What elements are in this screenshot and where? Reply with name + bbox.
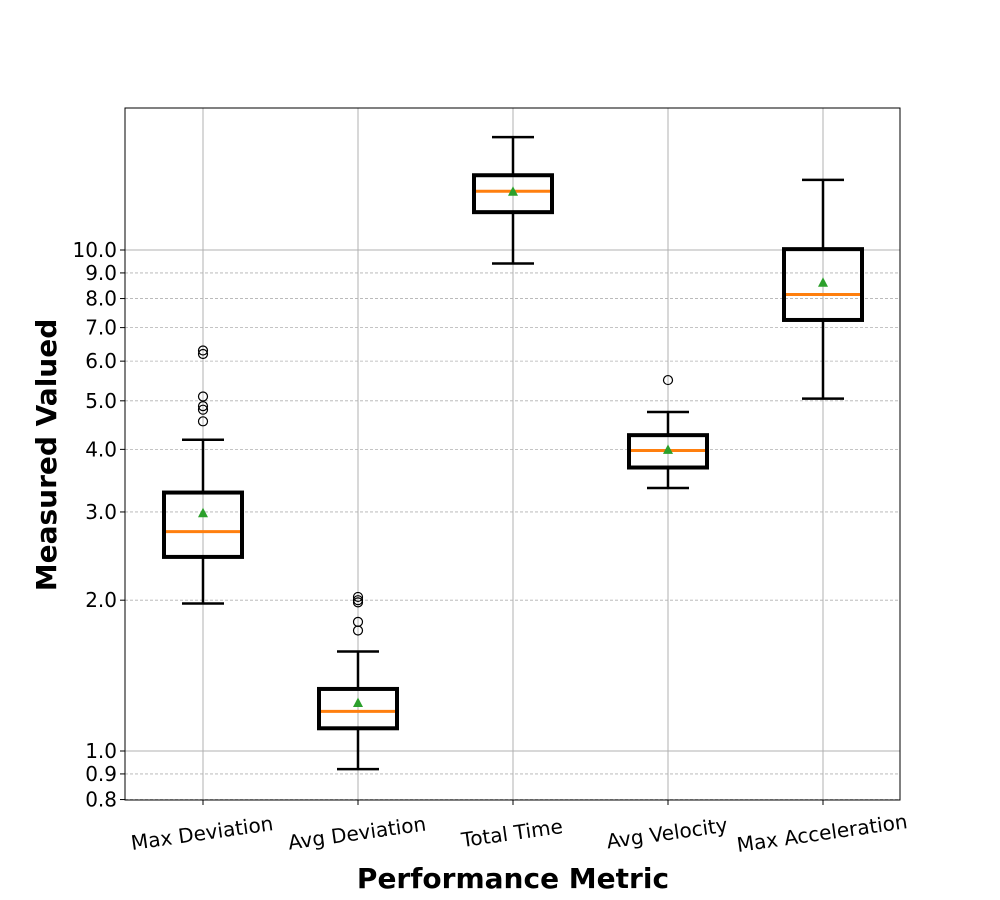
box-group [162,345,244,605]
box-iqr [782,247,864,322]
y-tick-label: 8.0 [85,287,117,311]
x-tick-label: Max Deviation [129,811,274,855]
outlier-point [662,374,674,386]
outlier-point [197,348,209,360]
y-tick-label: 1.0 [85,739,117,763]
outlier-point [197,345,209,356]
y-tick-label: 10.0 [72,238,117,262]
outlier-point [197,416,209,427]
y-axis-title: Measured Valued [30,319,63,592]
y-tick-label: 2.0 [85,588,117,612]
box-iqr [317,686,399,731]
y-tick-label: 0.9 [85,762,117,786]
box-group [782,178,864,400]
outlier-point [197,391,209,402]
x-tick-label: Max Acceleration [735,809,909,857]
x-tick-label: Avg Deviation [287,812,428,855]
y-axis: 0.80.91.0 2.0 3.0 4.0 5.0 6.0 7.0 8.09.010.0 [72,238,125,812]
y-tick-label: 0.8 [85,788,117,812]
y-tick-label: 9.0 [85,261,117,285]
outlier-point [197,404,209,415]
y-tick-label: 6.0 [85,349,117,373]
outlier-point [352,591,364,603]
y-tick-label: 3.0 [85,500,117,524]
x-axis-title: Performance Metric [357,862,669,895]
mean-marker [353,697,363,707]
mean-marker [198,507,208,518]
box-iqr [162,490,244,559]
box-group [472,135,554,265]
box-group [317,591,399,771]
outlier-point [352,595,364,606]
y-tick-label: 4.0 [85,437,117,461]
box-iqr [472,173,554,215]
mean-marker [508,186,518,196]
y-tick-label: 5.0 [85,389,117,413]
x-axis: Max Deviation Avg Deviation Total Time Avg … [129,800,909,857]
y-tick-label: 7.0 [85,316,117,340]
box-group [627,374,709,490]
x-tick-label: Total Time [459,814,564,852]
x-tick-label: Avg Velocity [605,813,729,854]
outlier-point [352,616,364,628]
mean-marker [818,277,828,287]
box-iqr [627,433,709,470]
boxes [162,135,864,771]
mean-marker [663,444,673,454]
